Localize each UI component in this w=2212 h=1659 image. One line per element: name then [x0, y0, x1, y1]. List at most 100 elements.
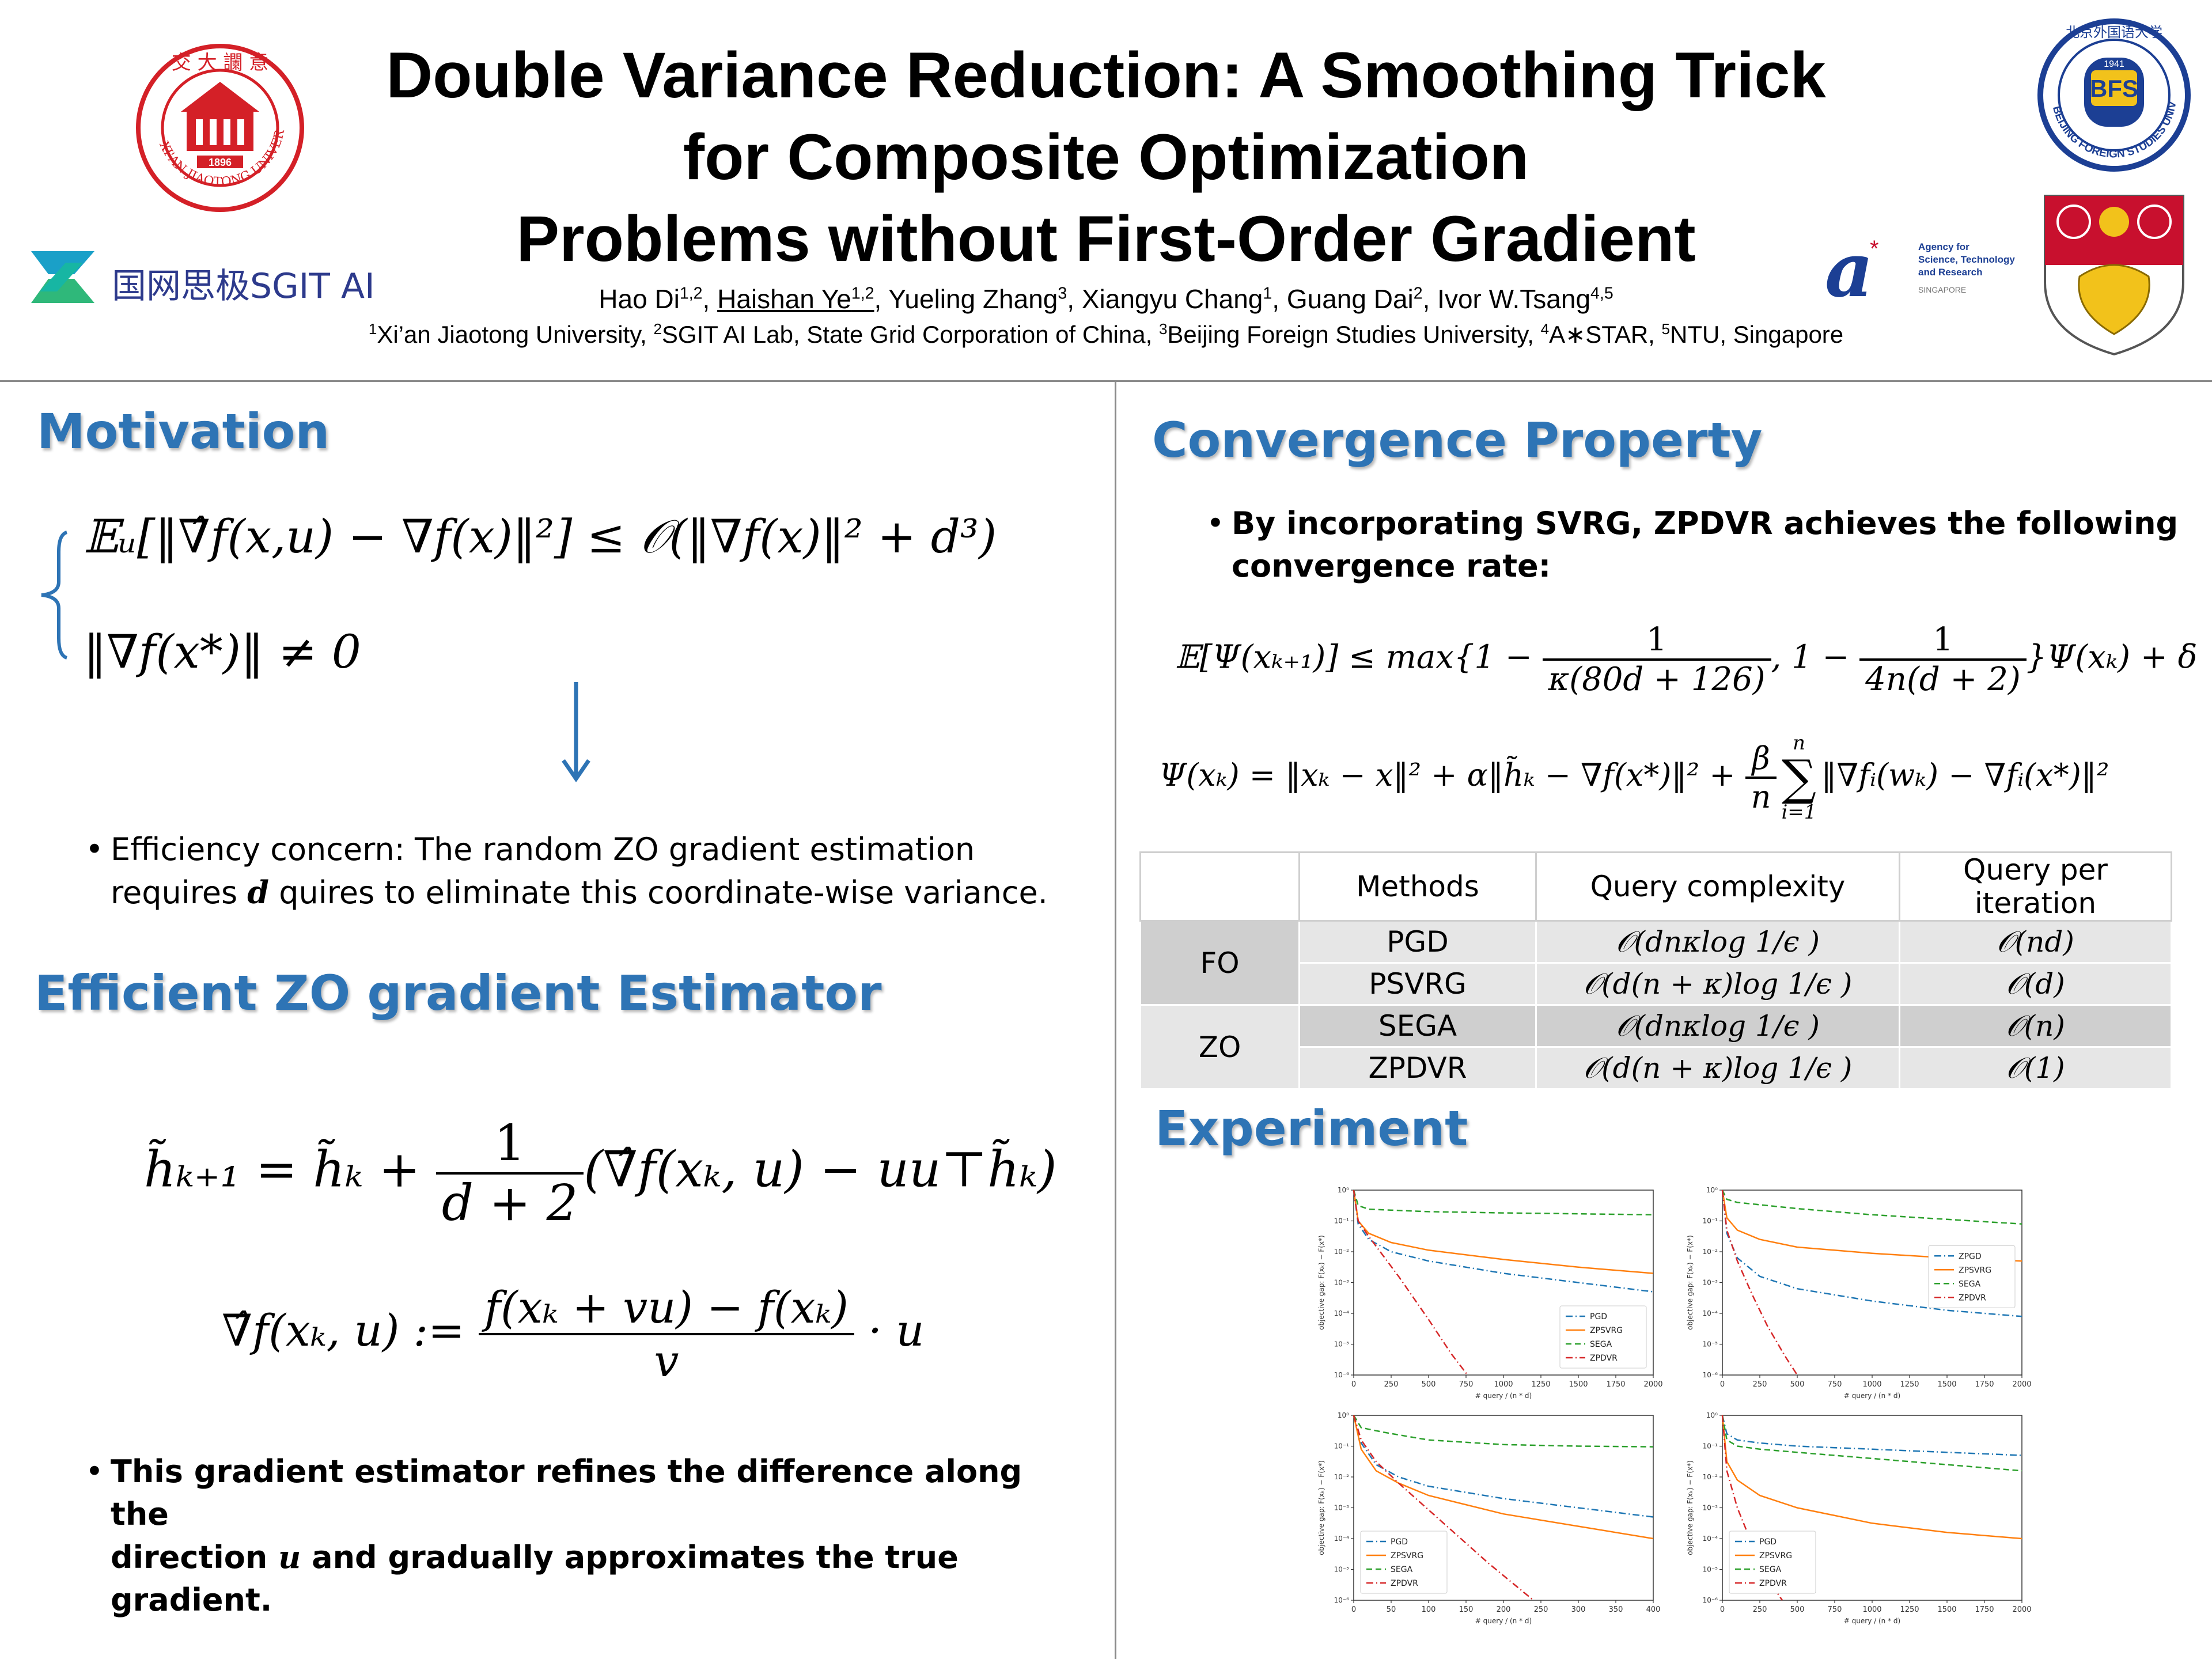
- x-tick-label: 1500: [1569, 1380, 1588, 1389]
- x-tick-label: 300: [1571, 1605, 1586, 1614]
- experiment-heading: Experiment: [1155, 1100, 1468, 1157]
- table-cell: PGD: [1298, 920, 1537, 964]
- legend-box: [1729, 1531, 1816, 1594]
- estimator-bullet: • This gradient estimator refines the di…: [85, 1450, 1090, 1622]
- author: Ivor W.Tsang4,5: [1437, 284, 1613, 314]
- table-group-label: FO: [1139, 920, 1300, 1006]
- motivation-heading: Motivation: [37, 403, 330, 460]
- astar-star-icon: *: [1870, 236, 1879, 262]
- x-tick-label: 1250: [1531, 1380, 1550, 1389]
- x-tick-label: 750: [1828, 1605, 1842, 1614]
- column-divider: [1115, 380, 1116, 1659]
- author-corresponding: Haishan Ye1,2: [717, 284, 874, 314]
- complexity-table: Methods Query complexity Query per itera…: [1139, 851, 2172, 1090]
- astar-text: Agency for Science, Technology and Resea…: [1918, 241, 2015, 294]
- table-cell: 𝒪(d(n + κ)log 1/ϵ ): [1535, 1046, 1900, 1090]
- convergence-bullet: • By incorporating SVRG, ZPDVR achieves …: [1206, 502, 2182, 588]
- table-row: PSVRG 𝒪(d(n + κ)log 1/ϵ ) 𝒪(d): [1141, 962, 2172, 1006]
- x-tick-label: 750: [1459, 1380, 1474, 1389]
- y-tick-label: 10⁻²: [1703, 1473, 1718, 1481]
- legend-label: SEGA: [1959, 1279, 1981, 1289]
- x-tick-label: 250: [1753, 1380, 1767, 1389]
- x-tick-label: 2000: [2012, 1605, 2031, 1614]
- x-tick-label: 1750: [1975, 1380, 1994, 1389]
- legend-label: ZPDVR: [1590, 1354, 1618, 1363]
- motivation-equation-gradient: ‖∇f(x*)‖ ≠ 0: [84, 625, 361, 679]
- affiliation: 2SGIT AI Lab, State Grid Corporation of …: [653, 320, 1159, 348]
- y-axis-label: objective gap: F(xₖ) − F(x*): [1317, 1235, 1325, 1330]
- table-cell: SEGA: [1298, 1004, 1537, 1048]
- series-line-zpsvrg: [1721, 1415, 2022, 1540]
- estimator-heading: Efficient ZO gradient Estimator: [35, 965, 882, 1021]
- y-tick-label: 10⁻²: [1334, 1473, 1350, 1481]
- x-tick-label: 1000: [1862, 1380, 1881, 1389]
- bfsu-logo: BEIJING FOREIGN STUDIES UNIVERSITY 北京外国语…: [2036, 17, 2191, 172]
- author: Guang Dai2,: [1286, 284, 1438, 314]
- series-line-sega: [1353, 1415, 1654, 1448]
- y-axis-label: objective gap: F(xₖ) − F(x*): [1686, 1460, 1694, 1555]
- header-divider: [0, 380, 2212, 382]
- x-tick-label: 1750: [1606, 1380, 1625, 1389]
- legend-label: PGD: [1590, 1312, 1607, 1321]
- series-line-sega: [1721, 1415, 2022, 1472]
- table-header-row: Methods Query complexity Query per itera…: [1139, 851, 2172, 922]
- y-tick-label: 10⁻⁵: [1334, 1566, 1350, 1574]
- y-tick-label: 10⁻¹: [1334, 1442, 1350, 1450]
- x-tick-label: 1750: [1975, 1605, 1994, 1614]
- affiliation: 3Beijing Foreign Studies University,: [1158, 320, 1541, 348]
- table-header: Query per iteration: [1899, 851, 2172, 922]
- x-tick-label: 250: [1384, 1380, 1399, 1389]
- series-line-zpdvr: [1721, 1190, 1798, 1376]
- y-tick-label: 10⁻¹: [1334, 1217, 1350, 1225]
- author: Hao Di1,2,: [599, 284, 718, 314]
- series-line-zpdvr: [1721, 1415, 1783, 1601]
- table-cell: 𝒪(dnκlog 1/ϵ ): [1535, 1004, 1900, 1048]
- x-tick-label: 500: [1790, 1380, 1805, 1389]
- y-tick-label: 10⁻⁴: [1334, 1309, 1350, 1317]
- table-cell: 𝒪(d): [1899, 962, 2172, 1006]
- x-tick-label: 100: [1422, 1605, 1436, 1614]
- series-line-zpsvrg: [1353, 1190, 1654, 1274]
- legend-label: ZPDVR: [1391, 1579, 1418, 1588]
- legend-label: SEGA: [1391, 1565, 1413, 1574]
- legend-box: [1928, 1245, 2016, 1308]
- experiment-chart-1: 0 250 500 750 1000 1250 1500 1750 2000 10⁰ 10⁻¹ 10⁻…: [1313, 1182, 1665, 1404]
- table-cell: 𝒪(1): [1899, 1046, 2172, 1090]
- motivation-bullet: • Efficiency concern: The random ZO grad…: [85, 828, 1090, 914]
- experiment-chart-3-svg: 0 50 100 150 200 250 300 350 400 10⁰ 10⁻¹ 10⁻² 10⁻³ 1…: [1317, 1411, 1661, 1625]
- ntu-shield-logo: [2044, 195, 2184, 356]
- y-tick-label: 10⁰: [1338, 1411, 1349, 1419]
- experiment-chart-2: 0 250 500 750 1000 1250 1500 1750 2000 10⁰ 10⁻¹ 10⁻…: [1682, 1182, 2033, 1404]
- series-line-zpdvr: [1353, 1415, 1534, 1601]
- series-line-pgd: [1721, 1415, 2022, 1456]
- author: Yueling Zhang3,: [888, 284, 1082, 314]
- x-axis-label: # query / (n * d): [1844, 1617, 1900, 1625]
- x-tick-label: 1500: [1937, 1380, 1956, 1389]
- series-line-pgd: [1353, 1190, 1654, 1293]
- y-tick-label: 10⁰: [1338, 1186, 1349, 1194]
- y-tick-label: 10⁻³: [1334, 1279, 1350, 1287]
- table-row: ZO SEGA 𝒪(dnκlog 1/ϵ ) 𝒪(n): [1139, 1004, 2172, 1090]
- legend-label: ZPSVRG: [1959, 1266, 1991, 1275]
- table-row: ZPDVR 𝒪(d(n + κ)log 1/ϵ ) 𝒪(1): [1141, 1046, 2172, 1090]
- x-tick-label: 0: [1720, 1605, 1725, 1614]
- xjtu-logo: XI'AN JIAOTONG UNIVERSITY 交 大 讕 意 1896: [134, 41, 304, 212]
- legend-box: [1360, 1531, 1448, 1594]
- x-tick-label: 0: [1351, 1380, 1356, 1389]
- x-tick-label: 2000: [2012, 1380, 2031, 1389]
- y-tick-label: 10⁻⁴: [1703, 1535, 1718, 1543]
- y-tick-label: 10⁻⁴: [1703, 1309, 1718, 1317]
- x-tick-label: 400: [1646, 1605, 1661, 1614]
- y-tick-label: 10⁻⁵: [1703, 1566, 1718, 1574]
- affiliation-list: 1Xi’an Jiaotong University, 2SGIT AI Lab…: [0, 320, 2212, 349]
- series-line-pgd: [1353, 1415, 1654, 1518]
- bfsu-year: 1941: [2104, 59, 2124, 69]
- experiment-chart-3: 0 50 100 150 200 250 300 350 400 10⁰ 10⁻¹ 10⁻² 10⁻³ 1…: [1313, 1407, 1665, 1629]
- legend-label: ZPGD: [1959, 1252, 1982, 1261]
- x-tick-label: 1250: [1900, 1605, 1919, 1614]
- sgit-label: 国网思极SGIT AI: [112, 266, 375, 306]
- table-cell: 𝒪(n): [1899, 1004, 2172, 1048]
- y-tick-label: 10⁻⁴: [1334, 1535, 1350, 1543]
- x-tick-label: 150: [1459, 1605, 1474, 1614]
- legend-label: ZPDVR: [1959, 1293, 1986, 1302]
